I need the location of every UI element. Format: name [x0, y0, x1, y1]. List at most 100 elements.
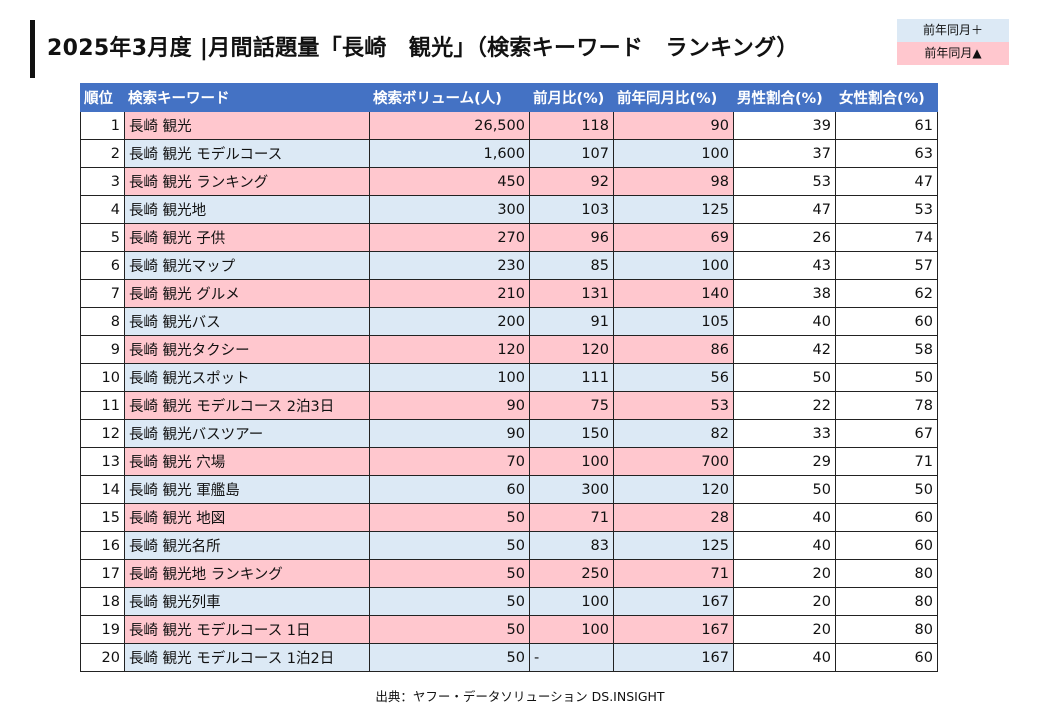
yoy-cell: 167 [613, 643, 734, 672]
male-cell: 26 [733, 223, 836, 252]
color-legend: 前年同月＋ 前年同月▲ [897, 19, 1009, 65]
table-row: 7 長崎 観光 グルメ 210 131 140 38 62 [80, 279, 938, 308]
keyword-cell: 長崎 観光 モデルコース 1日 [124, 615, 370, 644]
volume-cell: 230 [369, 251, 530, 280]
male-cell: 20 [733, 587, 836, 616]
male-cell: 40 [733, 307, 836, 336]
header-keyword: 検索キーワード [124, 83, 370, 112]
female-cell: 60 [835, 307, 938, 336]
rank-cell: 16 [80, 531, 125, 560]
mom-cell: 250 [529, 559, 614, 588]
female-cell: 80 [835, 587, 938, 616]
mom-cell: 83 [529, 531, 614, 560]
volume-cell: 50 [369, 587, 530, 616]
header-female: 女性割合(%) [835, 83, 938, 112]
rank-cell: 11 [80, 391, 125, 420]
keyword-cell: 長崎 観光 モデルコース [124, 139, 370, 168]
mom-cell: 71 [529, 503, 614, 532]
header-male: 男性割合(%) [733, 83, 836, 112]
female-cell: 60 [835, 503, 938, 532]
table-row: 17 長崎 観光地 ランキング 50 250 71 20 80 [80, 559, 938, 588]
keyword-cell: 長崎 観光 モデルコース 2泊3日 [124, 391, 370, 420]
table-row: 3 長崎 観光 ランキング 450 92 98 53 47 [80, 167, 938, 196]
female-cell: 47 [835, 167, 938, 196]
keyword-cell: 長崎 観光 軍艦島 [124, 475, 370, 504]
keyword-cell: 長崎 観光バスツアー [124, 419, 370, 448]
female-cell: 62 [835, 279, 938, 308]
keyword-cell: 長崎 観光列車 [124, 587, 370, 616]
rank-cell: 7 [80, 279, 125, 308]
rank-cell: 13 [80, 447, 125, 476]
yoy-cell: 90 [613, 111, 734, 140]
male-cell: 42 [733, 335, 836, 364]
yoy-cell: 167 [613, 615, 734, 644]
male-cell: 47 [733, 195, 836, 224]
volume-cell: 50 [369, 643, 530, 672]
yoy-cell: 82 [613, 419, 734, 448]
mom-cell: 103 [529, 195, 614, 224]
female-cell: 60 [835, 643, 938, 672]
yoy-cell: 98 [613, 167, 734, 196]
mom-cell: 118 [529, 111, 614, 140]
rank-cell: 12 [80, 419, 125, 448]
yoy-cell: 167 [613, 587, 734, 616]
yoy-cell: 56 [613, 363, 734, 392]
male-cell: 43 [733, 251, 836, 280]
rank-cell: 6 [80, 251, 125, 280]
table-row: 2 長崎 観光 モデルコース 1,600 107 100 37 63 [80, 139, 938, 168]
male-cell: 40 [733, 531, 836, 560]
mom-cell: 111 [529, 363, 614, 392]
male-cell: 39 [733, 111, 836, 140]
mom-cell: 131 [529, 279, 614, 308]
rank-cell: 20 [80, 643, 125, 672]
yoy-cell: 100 [613, 139, 734, 168]
table-row: 15 長崎 観光 地図 50 71 28 40 60 [80, 503, 938, 532]
mom-cell: 85 [529, 251, 614, 280]
mom-cell: 107 [529, 139, 614, 168]
table-row: 1 長崎 観光 26,500 118 90 39 61 [80, 111, 938, 140]
yoy-cell: 53 [613, 391, 734, 420]
page-title: 2025年3月度 |月間話題量「長崎 観光」（検索キーワード ランキング） [47, 36, 799, 61]
rank-cell: 18 [80, 587, 125, 616]
mom-cell: - [529, 643, 614, 672]
female-cell: 71 [835, 447, 938, 476]
keyword-cell: 長崎 観光地 ランキング [124, 559, 370, 588]
keyword-cell: 長崎 観光 子供 [124, 223, 370, 252]
keyword-cell: 長崎 観光マップ [124, 251, 370, 280]
rank-cell: 17 [80, 559, 125, 588]
male-cell: 40 [733, 643, 836, 672]
female-cell: 60 [835, 531, 938, 560]
table-row: 14 長崎 観光 軍艦島 60 300 120 50 50 [80, 475, 938, 504]
male-cell: 29 [733, 447, 836, 476]
table-row: 20 長崎 観光 モデルコース 1泊2日 50-167 40 60 [80, 643, 938, 672]
keyword-ranking-table: 順位 検索キーワード 検索ボリューム(人) 前月比(%) 前年同月比(%) 男性… [80, 83, 938, 672]
volume-cell: 270 [369, 223, 530, 252]
male-cell: 33 [733, 419, 836, 448]
volume-cell: 210 [369, 279, 530, 308]
male-cell: 22 [733, 391, 836, 420]
rank-cell: 15 [80, 503, 125, 532]
mom-cell: 100 [529, 615, 614, 644]
keyword-cell: 長崎 観光 ランキング [124, 167, 370, 196]
rank-cell: 9 [80, 335, 125, 364]
volume-cell: 300 [369, 195, 530, 224]
mom-cell: 91 [529, 307, 614, 336]
rank-cell: 10 [80, 363, 125, 392]
source-note: 出典：ヤフー・データソリューション DS.INSIGHT [375, 689, 665, 704]
table-row: 6 長崎 観光マップ 230 85 100 43 57 [80, 251, 938, 280]
volume-cell: 26,500 [369, 111, 530, 140]
header-yoy: 前年同月比(%) [613, 83, 734, 112]
mom-cell: 75 [529, 391, 614, 420]
female-cell: 50 [835, 475, 938, 504]
header-mom: 前月比(%) [529, 83, 614, 112]
rank-cell: 5 [80, 223, 125, 252]
mom-cell: 96 [529, 223, 614, 252]
male-cell: 20 [733, 615, 836, 644]
rank-cell: 14 [80, 475, 125, 504]
rank-cell: 4 [80, 195, 125, 224]
header-rank: 順位 [80, 83, 125, 112]
yoy-cell: 125 [613, 531, 734, 560]
volume-cell: 50 [369, 615, 530, 644]
table-row: 18 長崎 観光列車 50 100 167 20 80 [80, 587, 938, 616]
table-row: 4 長崎 観光地 300 103 125 47 53 [80, 195, 938, 224]
